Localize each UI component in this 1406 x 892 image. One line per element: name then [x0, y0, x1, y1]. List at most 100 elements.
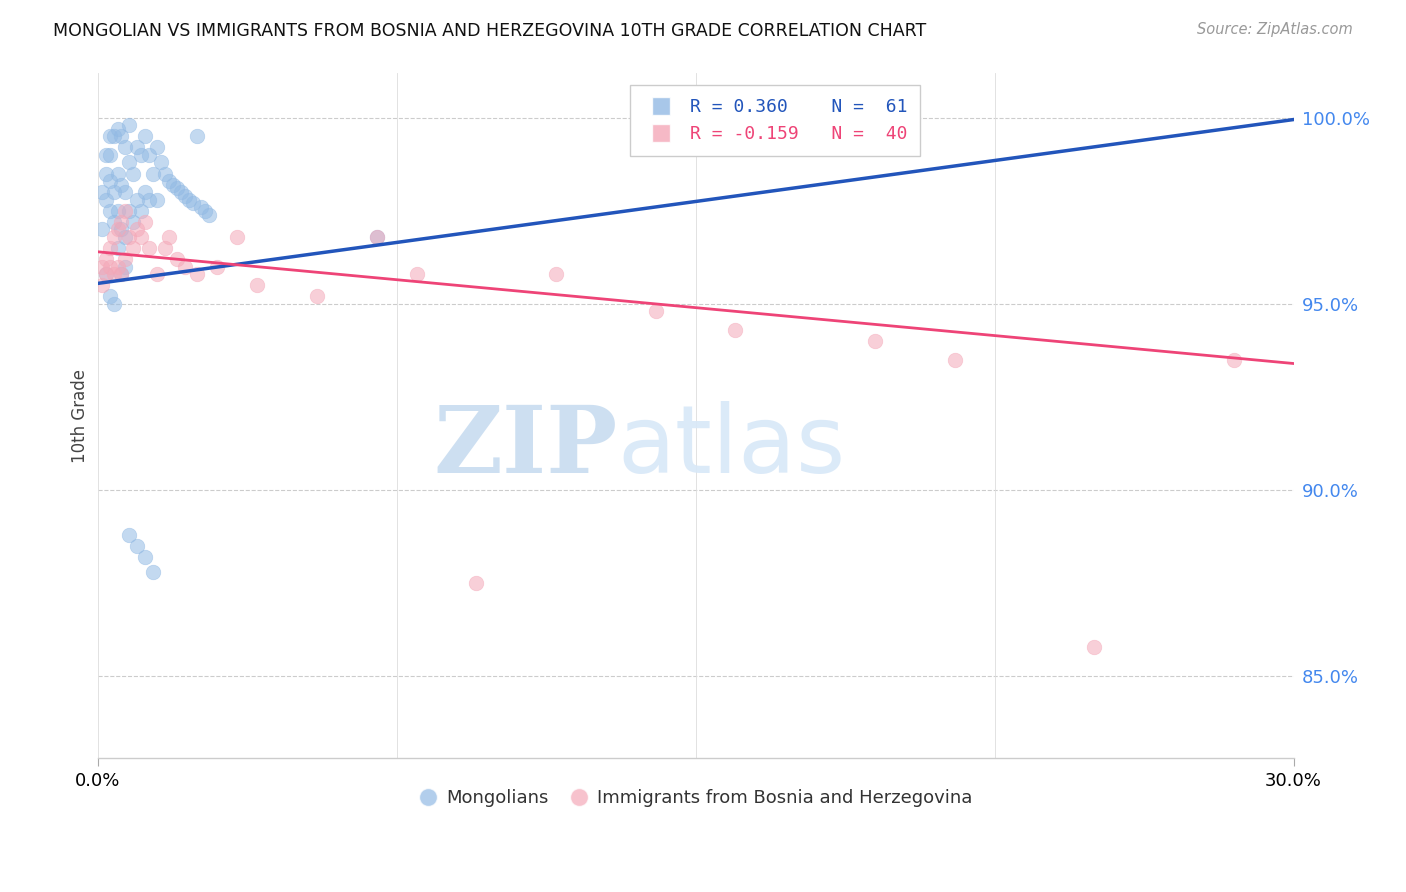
Point: [181, 196, 204, 211]
Point: [544, 267, 567, 281]
Point: [114, 230, 136, 244]
Point: [114, 140, 136, 154]
Point: [94, 267, 117, 281]
Point: [90, 222, 112, 236]
Point: [174, 189, 197, 203]
Point: [138, 148, 160, 162]
Point: [198, 207, 221, 221]
Point: [134, 215, 156, 229]
Point: [366, 230, 388, 244]
Point: [122, 215, 145, 229]
Point: [134, 185, 156, 199]
Point: [103, 215, 125, 229]
Point: [134, 129, 156, 144]
Point: [122, 241, 145, 255]
Point: [103, 230, 125, 244]
Point: [98, 129, 121, 144]
Point: [305, 289, 328, 303]
Point: [118, 230, 141, 244]
Point: [131, 203, 153, 218]
Point: [146, 267, 169, 281]
Point: [94, 267, 117, 281]
Point: [1223, 352, 1246, 367]
Point: [405, 267, 427, 281]
Point: [98, 174, 121, 188]
Point: [90, 185, 112, 199]
Point: [90, 278, 112, 293]
Point: [155, 241, 177, 255]
Point: [118, 118, 141, 132]
Point: [110, 215, 132, 229]
Point: [863, 334, 886, 348]
Point: [114, 260, 136, 274]
Point: [366, 230, 388, 244]
Point: [98, 289, 121, 303]
Point: [724, 323, 747, 337]
Point: [110, 129, 132, 144]
Point: [107, 222, 129, 236]
Point: [465, 576, 488, 591]
Point: [94, 167, 117, 181]
Point: [127, 140, 149, 154]
Point: [103, 185, 125, 199]
Text: MONGOLIAN VS IMMIGRANTS FROM BOSNIA AND HERZEGOVINA 10TH GRADE CORRELATION CHART: MONGOLIAN VS IMMIGRANTS FROM BOSNIA AND …: [53, 22, 927, 40]
Text: atlas: atlas: [617, 401, 846, 492]
Point: [107, 203, 129, 218]
Point: [131, 230, 153, 244]
Point: [103, 297, 125, 311]
Point: [98, 260, 121, 274]
Point: [107, 260, 129, 274]
Point: [107, 241, 129, 255]
Point: [142, 167, 165, 181]
Point: [110, 267, 132, 281]
Point: [98, 241, 121, 255]
Point: [107, 167, 129, 181]
Point: [157, 174, 180, 188]
Point: [170, 185, 193, 199]
Point: [110, 222, 132, 236]
Point: [142, 565, 165, 579]
Point: [146, 193, 169, 207]
Point: [114, 252, 136, 267]
Point: [179, 193, 201, 207]
Point: [166, 252, 188, 267]
Point: [103, 267, 125, 281]
Point: [162, 178, 184, 192]
Text: Source: ZipAtlas.com: Source: ZipAtlas.com: [1197, 22, 1353, 37]
Point: [90, 260, 112, 274]
Point: [118, 155, 141, 169]
Point: [138, 241, 160, 255]
Point: [94, 193, 117, 207]
Point: [98, 148, 121, 162]
Y-axis label: 10th Grade: 10th Grade: [72, 368, 89, 463]
Point: [166, 181, 188, 195]
Point: [146, 140, 169, 154]
Point: [943, 352, 966, 367]
Point: [174, 260, 197, 274]
Point: [118, 203, 141, 218]
Point: [127, 222, 149, 236]
Point: [122, 167, 145, 181]
Point: [246, 278, 269, 293]
Point: [98, 203, 121, 218]
Point: [150, 155, 173, 169]
Point: [118, 528, 141, 542]
Point: [94, 148, 117, 162]
Point: [127, 539, 149, 553]
Point: [138, 193, 160, 207]
Point: [94, 252, 117, 267]
Point: [103, 129, 125, 144]
Point: [114, 203, 136, 218]
Point: [114, 185, 136, 199]
Point: [131, 148, 153, 162]
Point: [110, 267, 132, 281]
Point: [186, 129, 208, 144]
Text: ZIP: ZIP: [433, 401, 617, 491]
Point: [134, 550, 156, 565]
Point: [107, 121, 129, 136]
Point: [127, 193, 149, 207]
Point: [157, 230, 180, 244]
Point: [226, 230, 249, 244]
Point: [186, 267, 208, 281]
Point: [155, 167, 177, 181]
